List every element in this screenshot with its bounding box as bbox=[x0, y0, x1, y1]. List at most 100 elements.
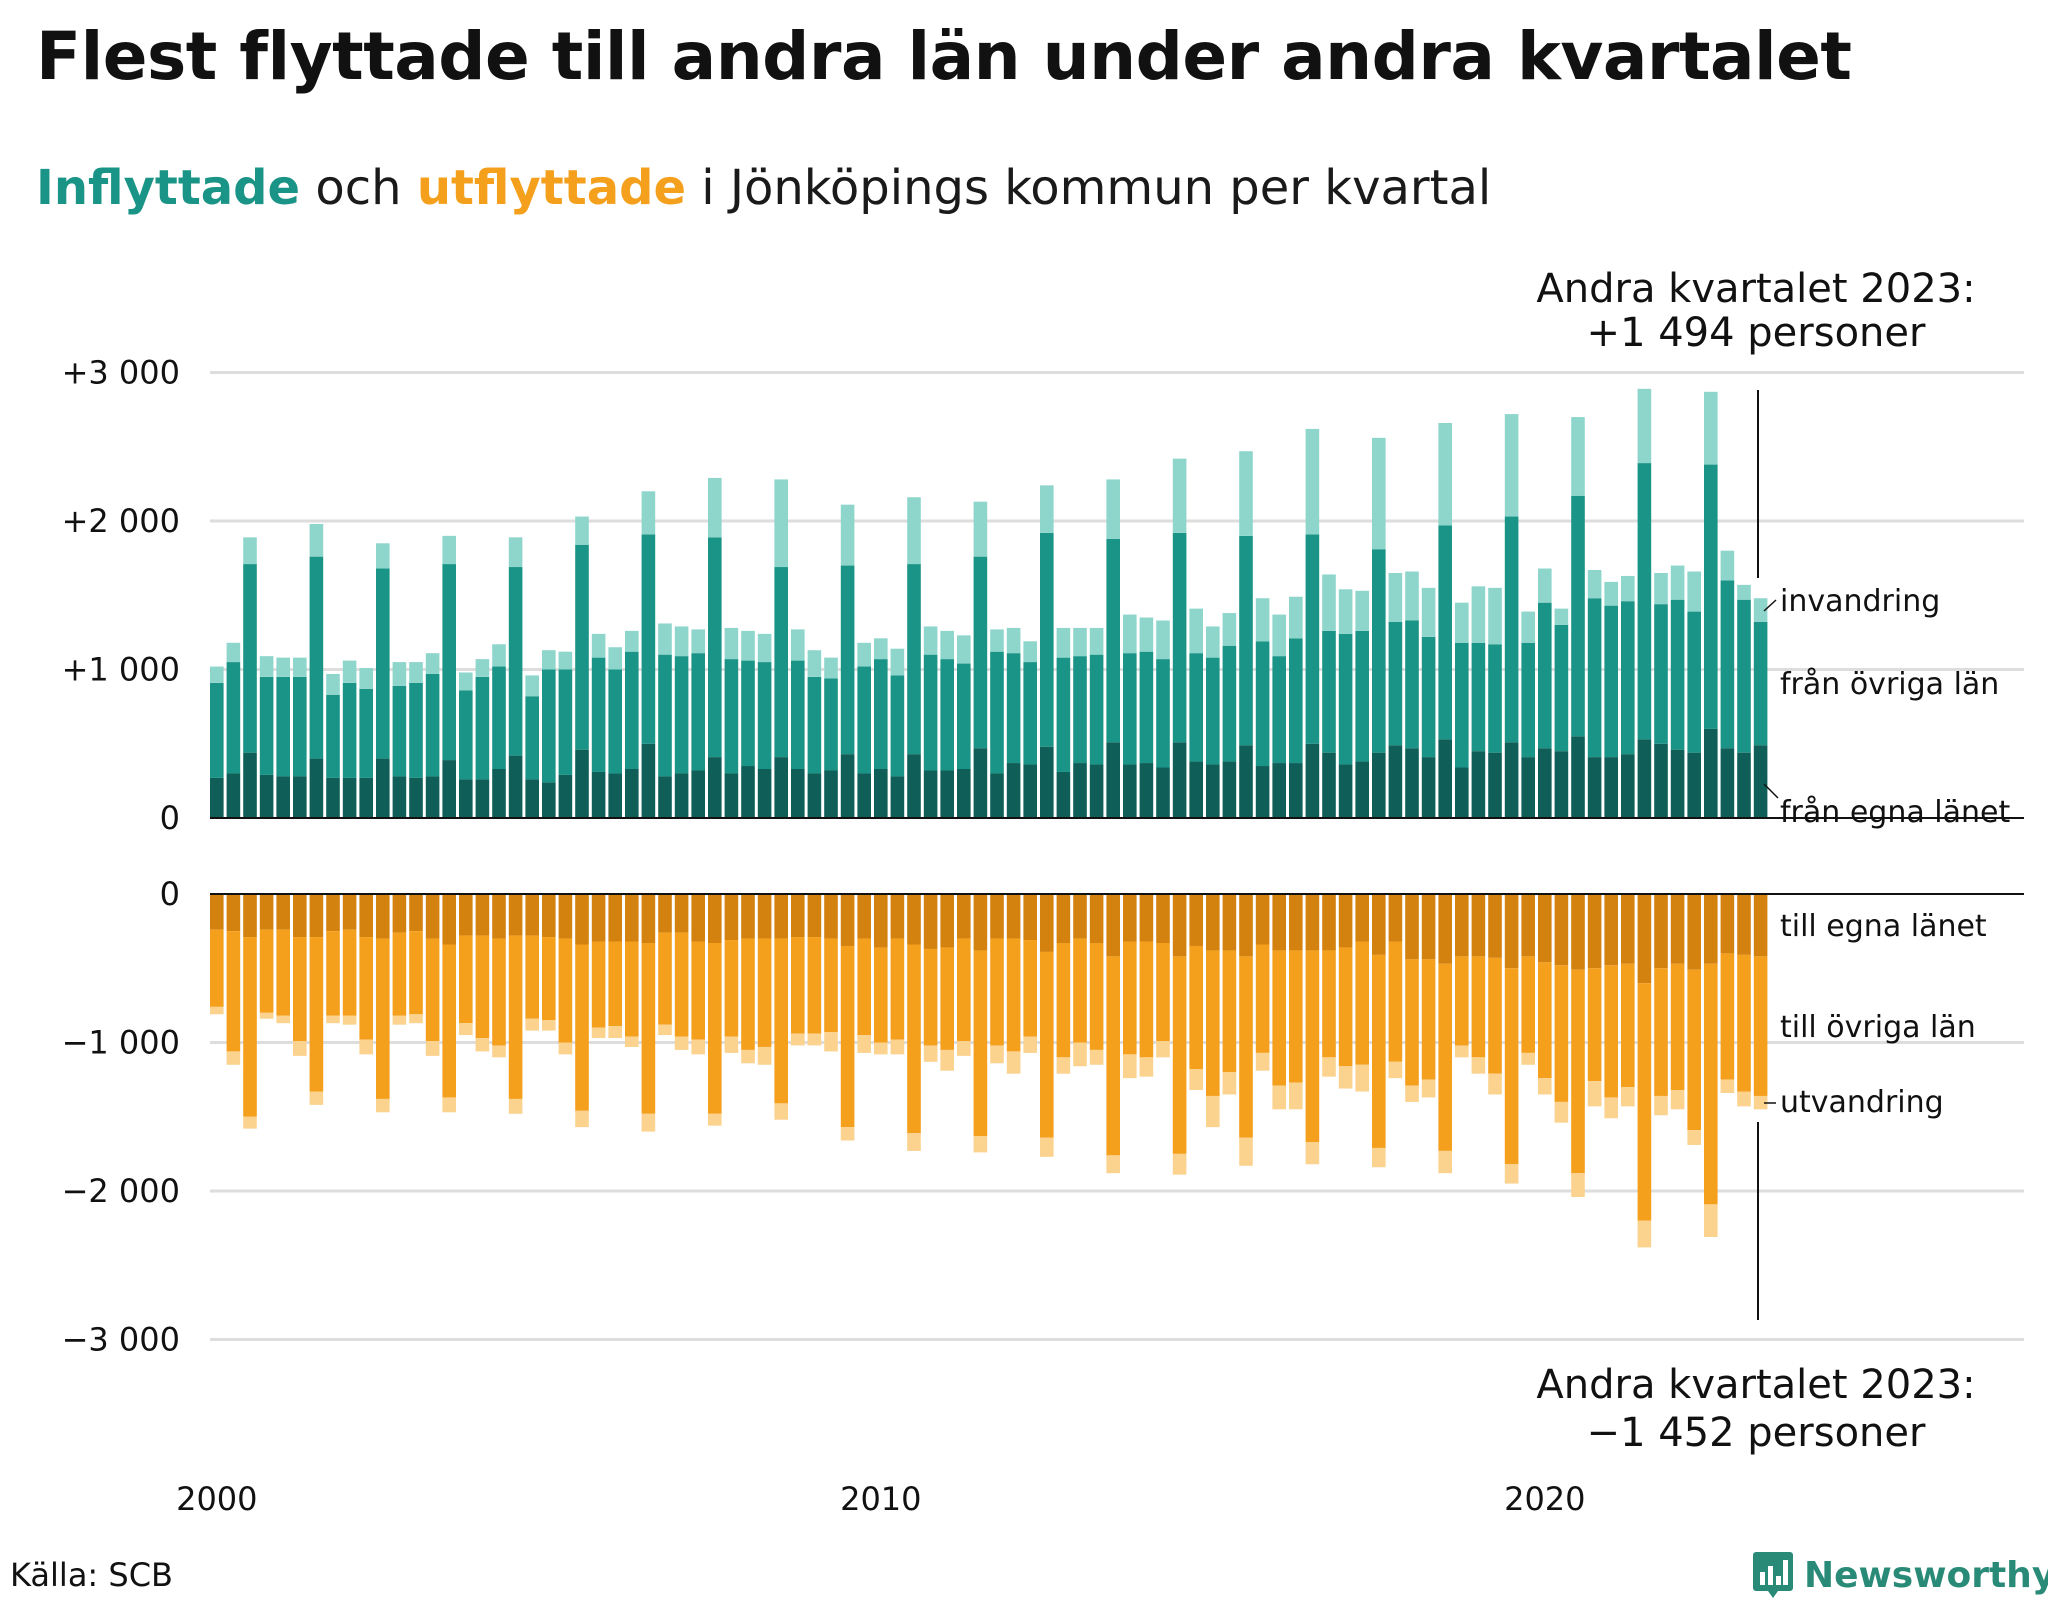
outflow-bar-segment bbox=[425, 894, 440, 939]
inflow-bar-segment bbox=[1405, 620, 1419, 749]
outflow-bar-segment bbox=[990, 938, 1004, 1046]
inflow-bar-segment bbox=[243, 752, 257, 818]
outflow-bar-segment bbox=[658, 932, 672, 1025]
outflow-bar-segment bbox=[1040, 951, 1054, 1138]
outflow-bar-segment bbox=[1604, 894, 1618, 966]
inflow-bar-segment bbox=[1455, 602, 1469, 643]
outflow-bar-segment bbox=[1289, 950, 1303, 1083]
inflow-bar-segment bbox=[923, 626, 938, 655]
inflow-bar-segment bbox=[1538, 748, 1552, 818]
inflow-bar-segment bbox=[1554, 751, 1569, 818]
inflow-bar-segment bbox=[508, 755, 523, 818]
outflow-bar-segment bbox=[243, 937, 257, 1117]
outflow-bar-segment bbox=[492, 894, 506, 939]
outflow-bar-segment bbox=[243, 894, 257, 938]
outflow-bar-segment bbox=[1006, 894, 1021, 939]
x-tick-label: 2000 bbox=[176, 1480, 257, 1518]
outflow-bar-segment bbox=[973, 950, 988, 1137]
outflow-bar-segment bbox=[210, 929, 224, 1007]
inflow-bar-segment bbox=[442, 564, 456, 761]
outflow-bar-segment bbox=[923, 948, 938, 1046]
outflow-bar-segment bbox=[608, 894, 622, 942]
inflow-bar-segment bbox=[558, 774, 573, 818]
inflow-y-tick-label: +1 000 bbox=[62, 651, 180, 689]
inflow-bar-segment bbox=[824, 657, 838, 679]
outflow-bar-segment bbox=[1604, 1097, 1618, 1119]
inflow-bar-segment bbox=[1438, 422, 1452, 526]
inflow-bar-segment bbox=[1156, 767, 1170, 818]
inflow-bar-segment bbox=[376, 543, 390, 569]
inflow-bar-segment bbox=[575, 749, 589, 818]
inflow-bar-segment bbox=[1272, 656, 1286, 764]
outflow-bar-segment bbox=[840, 894, 855, 946]
inflow-bar-segment bbox=[1073, 627, 1087, 657]
outflow-bar-segment bbox=[558, 1042, 573, 1055]
inflow-bar-segment bbox=[1123, 764, 1137, 818]
inflow-bar-segment bbox=[226, 642, 241, 663]
inflow-bar-segment bbox=[741, 660, 755, 767]
outflow-bar-segment bbox=[608, 1026, 622, 1039]
inflow-bar-segment bbox=[591, 657, 606, 772]
outflow-bar-segment bbox=[724, 940, 739, 1037]
outflow-bar-segment bbox=[1023, 894, 1037, 941]
outflow-bar-segment bbox=[1106, 1155, 1120, 1174]
outflow-bar-segment bbox=[1737, 1091, 1751, 1107]
outflow-bar-segment bbox=[874, 1042, 888, 1055]
outflow-bar-segment bbox=[674, 932, 689, 1037]
inflow-bar-segment bbox=[1637, 463, 1652, 740]
outflow-bar-segment bbox=[1654, 894, 1668, 969]
inflow-bar-segment bbox=[625, 651, 639, 769]
inflow-bar-segment bbox=[1587, 598, 1602, 758]
outflow-bar-segment bbox=[376, 894, 390, 939]
outflow-bar-segment bbox=[1720, 953, 1735, 1080]
outflow-bar-segment bbox=[824, 894, 838, 939]
inflow-bar-segment bbox=[243, 564, 257, 753]
outflow-bar-segment bbox=[724, 894, 739, 941]
inflow-bar-segment bbox=[1338, 764, 1353, 818]
inflow-bar-segment bbox=[1604, 757, 1618, 818]
inflow-bar-segment bbox=[923, 770, 938, 818]
outflow-bar-segment bbox=[807, 894, 822, 938]
outflow-bar-segment bbox=[1654, 968, 1668, 1096]
outflow-bar-segment bbox=[359, 894, 373, 938]
outflow-bar-segment bbox=[226, 931, 241, 1052]
inflow-bar-segment bbox=[1056, 771, 1071, 818]
outflow-bar-segment bbox=[1289, 1082, 1303, 1110]
inflow-bar-segment bbox=[1089, 654, 1104, 765]
inflow-bar-segment bbox=[1206, 657, 1220, 765]
outflow-bar-segment bbox=[459, 1023, 473, 1036]
inflow-bar-segment bbox=[1156, 620, 1170, 660]
inflow-bar-segment bbox=[1355, 761, 1369, 818]
inflow-bar-segment bbox=[1405, 571, 1419, 621]
outflow-bar-segment bbox=[741, 1049, 755, 1064]
inflow-bar-segment bbox=[1006, 653, 1021, 764]
outflow-bar-segment bbox=[641, 894, 656, 944]
outflow-bar-segment bbox=[691, 941, 705, 1040]
inflow-bar-segment bbox=[708, 477, 722, 538]
outflow-bar-segment bbox=[210, 894, 224, 930]
outflow-bar-segment bbox=[442, 1097, 456, 1113]
outflow-bar-segment bbox=[1006, 1051, 1021, 1074]
inflow-bar-segment bbox=[1189, 608, 1203, 654]
inflow-bar-segment bbox=[1753, 745, 1768, 818]
inflow-bar-segment bbox=[525, 779, 539, 818]
inflow-bar-segment bbox=[293, 776, 307, 818]
inflow-bar-segment bbox=[442, 760, 456, 818]
outflow-bar-segment bbox=[1355, 894, 1369, 942]
outflow-bar-segment bbox=[475, 1038, 490, 1052]
outflow-bar-segment bbox=[1621, 963, 1635, 1088]
inflow-y-tick-label: +2 000 bbox=[62, 502, 180, 540]
inflow-bar-segment bbox=[741, 766, 755, 818]
outflow-bar-segment bbox=[1305, 1141, 1320, 1165]
inflow-bar-segment bbox=[1621, 575, 1635, 602]
inflow-bar-segment bbox=[409, 777, 423, 818]
inflow-bar-segment bbox=[874, 659, 888, 769]
outflow-bar-segment bbox=[1670, 963, 1685, 1091]
inflow-y-tick-label: 0 bbox=[160, 799, 180, 837]
inflow-bar-segment bbox=[990, 651, 1004, 774]
outflow-bar-segment bbox=[376, 1098, 390, 1113]
inflow-bar-segment bbox=[210, 777, 224, 818]
inflow-bar-segment bbox=[1637, 739, 1652, 818]
outflow-bar-segment bbox=[326, 894, 340, 932]
